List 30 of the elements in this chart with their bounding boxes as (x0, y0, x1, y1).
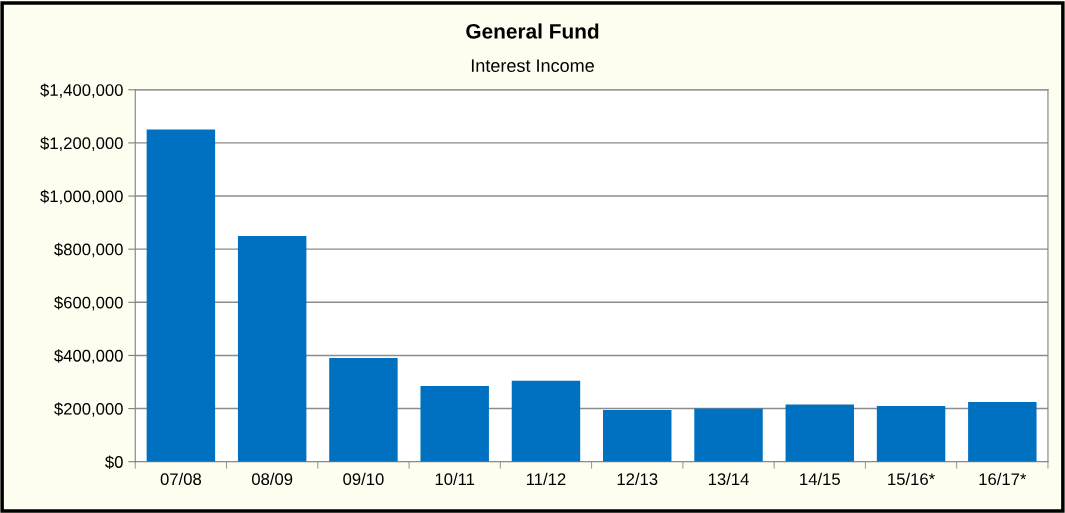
bar (968, 401, 1037, 462)
x-tick-label: 10/11 (435, 472, 475, 486)
chart-title: General Fund (466, 23, 599, 39)
bar (603, 409, 672, 462)
y-tick-label: $600,000 (54, 296, 123, 311)
bar (694, 408, 763, 462)
x-tick-label: 11/12 (527, 472, 566, 486)
bar (146, 129, 216, 462)
x-tick-label: 13/14 (708, 472, 749, 486)
bar (511, 380, 581, 462)
x-tick-label: 09/10 (343, 472, 384, 486)
x-tick-label: 16/17* (979, 472, 1027, 486)
bar (876, 405, 946, 462)
y-tick-label: $400,000 (54, 349, 123, 364)
chart-subtitle: Interest Income (471, 59, 594, 72)
y-tick-label: $1,200,000 (40, 136, 123, 152)
x-tick-label: 12/13 (617, 472, 658, 486)
y-tick-label: $200,000 (54, 402, 123, 417)
x-tick-label: 08/09 (251, 472, 293, 486)
y-tick-label: $0 (105, 455, 123, 469)
x-tick-label: 14/15 (800, 472, 840, 486)
bar (237, 235, 307, 462)
bar (329, 358, 398, 462)
bar (785, 404, 855, 462)
y-tick-label: $1,000,000 (40, 189, 123, 205)
x-tick-label: 07/08 (160, 472, 202, 486)
y-tick-label: $1,400,000 (40, 83, 123, 98)
bar (420, 385, 489, 462)
x-tick-label: 15/16* (888, 472, 935, 486)
y-tick-label: $800,000 (54, 242, 123, 258)
